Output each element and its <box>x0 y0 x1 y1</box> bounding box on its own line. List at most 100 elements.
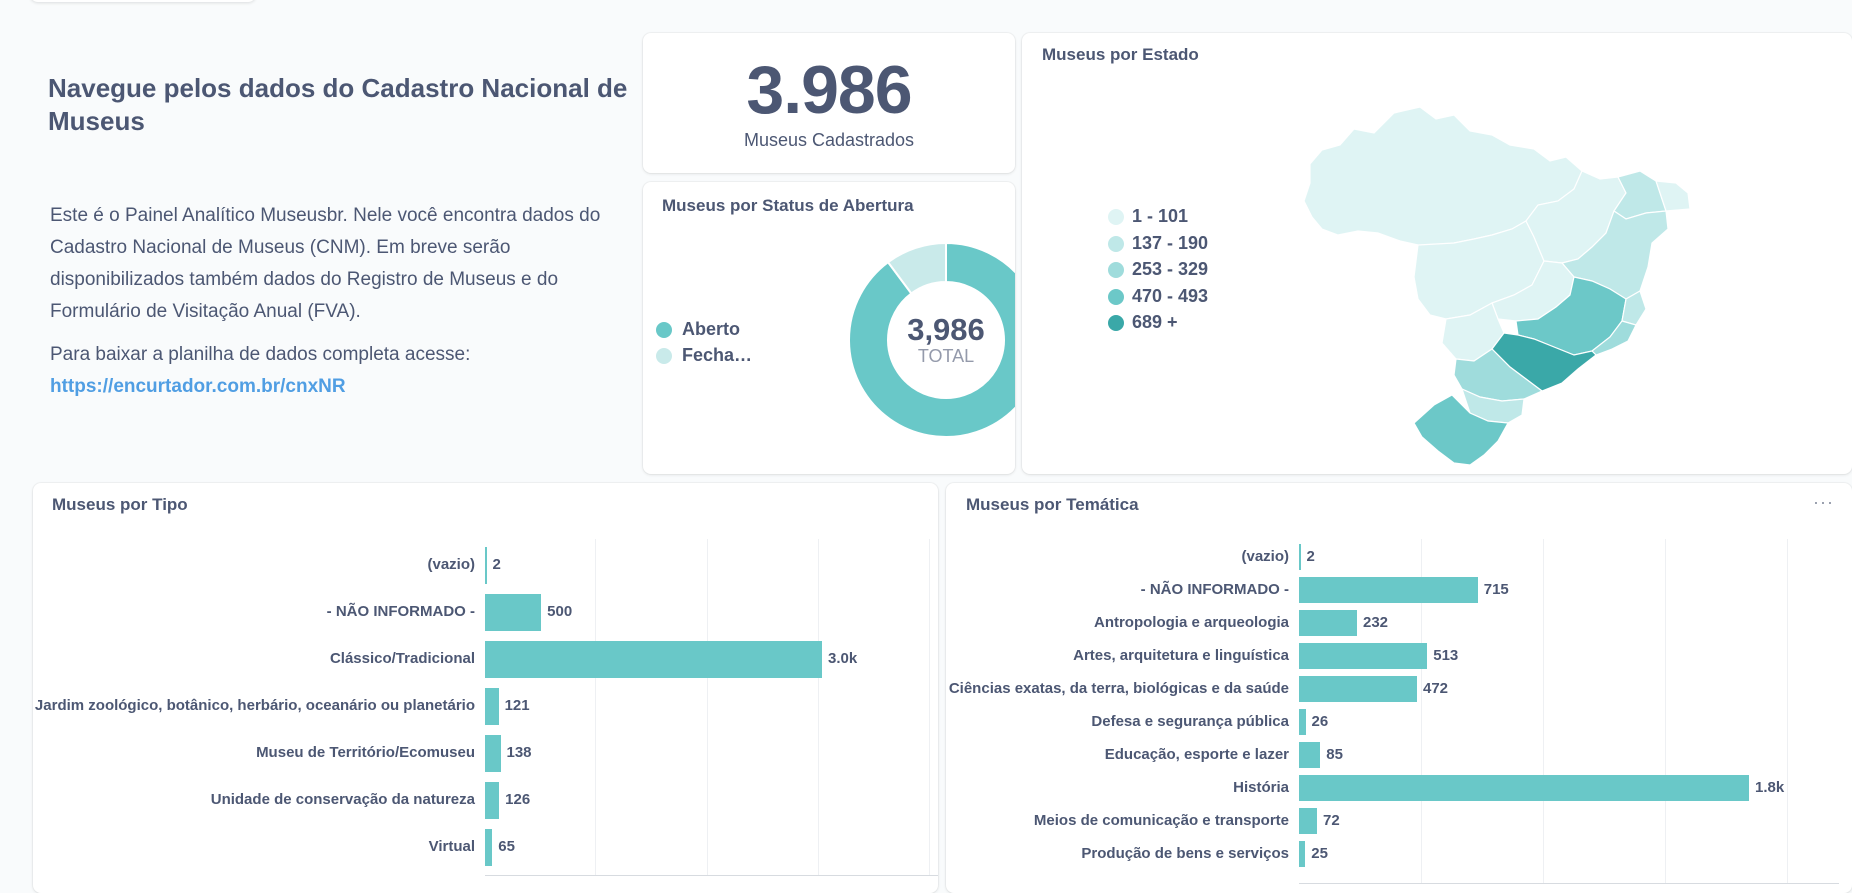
bar-category-label: Jardim zoológico, botânico, herbário, oc… <box>34 697 475 714</box>
grid-line <box>818 539 819 875</box>
brazil-map <box>1303 106 1691 466</box>
bar[interactable] <box>485 781 500 819</box>
legend-dot <box>1108 262 1124 278</box>
bar[interactable] <box>1299 643 1428 669</box>
previous-card-edge <box>30 0 256 2</box>
bar[interactable] <box>485 593 542 631</box>
download-link[interactable]: https://encurtador.com.br/cnxNR <box>50 376 346 397</box>
bar[interactable] <box>1299 808 1317 834</box>
tipo-title: Museus por Tipo <box>52 495 188 514</box>
legend-label: 689 + <box>1132 312 1178 332</box>
grid-line <box>1787 539 1788 883</box>
map-region-rs[interactable] <box>1413 394 1509 466</box>
bar[interactable] <box>1299 676 1417 702</box>
legend-dot <box>1108 288 1124 305</box>
bar-category-label: (vazio) <box>427 556 475 573</box>
x-axis-line <box>485 875 938 876</box>
intro-paragraph: Este é o Painel Analítico Museusbr. Nele… <box>50 205 601 322</box>
bar-category-label: Antropologia e arqueologia <box>1093 614 1289 631</box>
bar-category-label: Produção de bens e serviços <box>1081 845 1289 862</box>
bar-value-label: 26 <box>1311 713 1329 730</box>
bar-category-label: - NÃO INFORMADO - <box>326 603 475 620</box>
bar-value-label: 2 <box>1306 548 1315 565</box>
bar-value-label: 513 <box>1433 647 1459 664</box>
bar-category-label: Unidade de conservação da natureza <box>210 791 475 808</box>
kpi-card: 3.986 Museus Cadastrados <box>643 33 1015 173</box>
bar-value-label: 1.8k <box>1755 779 1785 796</box>
bar[interactable] <box>485 734 501 772</box>
status-card: Museus por Status de Abertura Aberto Fec… <box>643 182 1015 474</box>
intro-download-text: Para baixar a planilha de dados completa… <box>50 344 471 365</box>
legend-dot <box>656 322 672 338</box>
bar[interactable] <box>485 640 822 678</box>
bar-category-label: (vazio) <box>1241 548 1289 565</box>
legend-label: 470 - 493 <box>1132 285 1209 306</box>
bar[interactable] <box>1299 544 1301 570</box>
bar-value-label: 472 <box>1423 680 1449 697</box>
bar-category-label: - NÃO INFORMADO - <box>1140 581 1289 598</box>
map-region-rn-pb[interactable] <box>1655 180 1691 212</box>
bar-category-label: Artes, arquitetura e linguística <box>1073 647 1289 664</box>
bar-category-label: Clássico/Tradicional <box>329 650 475 667</box>
legend-label: 1 - 101 <box>1132 206 1189 226</box>
legend-dot <box>1108 235 1124 252</box>
tematica-card: Museus por Temática ··· (vazio) 2 - NÃO IN… <box>946 483 1852 893</box>
bar[interactable] <box>485 828 493 866</box>
bar-value-label: 25 <box>1311 845 1328 862</box>
tipo-card: Museus por Tipo (vazio) 2 - NÃO INFORMADO … <box>33 483 938 893</box>
donut-total-label: TOTAL <box>917 346 975 366</box>
kpi-label: Museus Cadastrados <box>743 130 915 150</box>
bar[interactable] <box>1299 709 1306 735</box>
bar-category-label: Virtual <box>428 838 475 855</box>
bar[interactable] <box>1299 841 1306 867</box>
bar-value-label: 121 <box>504 697 530 714</box>
kpi-value: 3.986 <box>746 52 912 128</box>
legend-dot <box>1108 209 1124 225</box>
bar-category-label: Museu de Território/Ecomuseu <box>256 744 475 761</box>
status-title: Museus por Status de Abertura <box>662 196 914 215</box>
bar-value-label: 138 <box>506 744 532 761</box>
bar-value-label: 85 <box>1326 746 1343 763</box>
donut-total-value: 3,986 <box>907 312 985 347</box>
bar[interactable] <box>485 687 499 725</box>
more-options-icon[interactable]: ··· <box>1813 492 1834 512</box>
intro-title: Navegue pelos dados do Cadastro Nacional… <box>48 73 628 136</box>
bar-value-label: 715 <box>1483 581 1509 598</box>
bar-category-label: Meios de comunicação e transporte <box>1033 812 1289 829</box>
legend-label: 137 - 190 <box>1132 232 1209 253</box>
grid-line <box>1421 539 1422 883</box>
map-title: Museus por Estado <box>1042 45 1199 64</box>
map-card: Museus por Estado 1 - 101 137 - 190 253 - … <box>1022 33 1852 474</box>
map-region-rj[interactable] <box>1591 320 1637 356</box>
map-region-pr[interactable] <box>1453 348 1544 402</box>
bar-value-label: 126 <box>505 791 531 808</box>
donut-slice-0[interactable] <box>848 241 1015 438</box>
bar-value-label: 2 <box>492 556 501 573</box>
legend-label: Fecha… <box>682 345 753 365</box>
x-axis-line <box>1299 883 1839 884</box>
bar-category-label: História <box>1233 779 1289 796</box>
bar[interactable] <box>1299 775 1749 801</box>
status-donut-chart <box>848 241 1015 438</box>
bar-value-label: 65 <box>498 838 515 855</box>
bar[interactable] <box>1299 610 1357 636</box>
bar[interactable] <box>1299 577 1478 603</box>
bar-category-label: Educação, esporte e lazer <box>1104 746 1289 763</box>
legend-dot <box>656 348 672 364</box>
bar-value-label: 500 <box>547 603 573 620</box>
bar-value-label: 72 <box>1323 812 1340 829</box>
donut-center: 3,986 TOTAL <box>886 312 1006 367</box>
legend-label: 253 - 329 <box>1132 259 1209 279</box>
bar-category-label: Ciências exatas, da terra, biológicas e … <box>948 680 1289 697</box>
bar[interactable] <box>485 546 487 584</box>
donut-slice-1[interactable] <box>886 241 947 295</box>
bar-value-label: 3.0k <box>828 650 858 667</box>
bar-value-label: 232 <box>1363 614 1389 631</box>
map-region-es[interactable] <box>1621 290 1647 326</box>
bar-category-label: Defesa e segurança pública <box>1091 713 1289 730</box>
bar[interactable] <box>1299 742 1321 768</box>
tematica-title: Museus por Temática <box>966 495 1139 514</box>
legend-dot <box>1108 315 1124 331</box>
grid-line <box>1543 539 1544 883</box>
legend-label: Aberto <box>682 319 740 339</box>
